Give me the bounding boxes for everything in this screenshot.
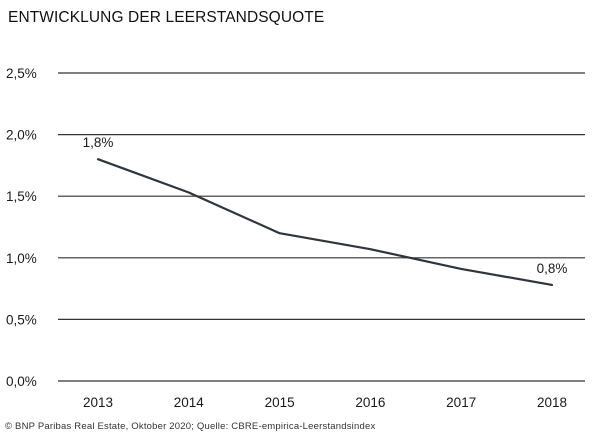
series-line xyxy=(96,158,554,286)
source-note: © BNP Paribas Real Estate, Oktober 2020;… xyxy=(5,421,376,432)
data-label: 1,8% xyxy=(83,135,114,150)
y-tick-label: 1,0% xyxy=(6,251,37,266)
x-tick-label: 2018 xyxy=(537,395,567,410)
chart-title: ENTWICKLUNG DER LEERSTANDSQUOTE xyxy=(8,9,325,26)
x-tick-label: 2017 xyxy=(446,395,476,410)
x-tick-label: 2016 xyxy=(355,395,385,410)
y-tick-label: 1,5% xyxy=(6,189,37,204)
series-vacancy-rate xyxy=(96,158,554,286)
x-tick-label: 2014 xyxy=(174,395,205,410)
x-axis-ticks: 2013 2014 2015 2016 2017 2018 xyxy=(83,395,567,410)
data-labels: 1,8% 0,8% xyxy=(83,135,568,276)
gridlines xyxy=(58,72,585,382)
y-axis-ticks: 0,0% 0,5% 1,0% 1,5% 2,0% 2,5% xyxy=(6,66,37,389)
x-tick-label: 2015 xyxy=(265,395,295,410)
y-tick-label: 0,0% xyxy=(6,374,37,389)
y-tick-label: 2,0% xyxy=(6,128,37,143)
y-tick-label: 2,5% xyxy=(6,66,37,81)
data-label: 0,8% xyxy=(537,261,568,276)
y-tick-label: 0,5% xyxy=(6,312,37,327)
x-tick-label: 2013 xyxy=(83,395,113,410)
